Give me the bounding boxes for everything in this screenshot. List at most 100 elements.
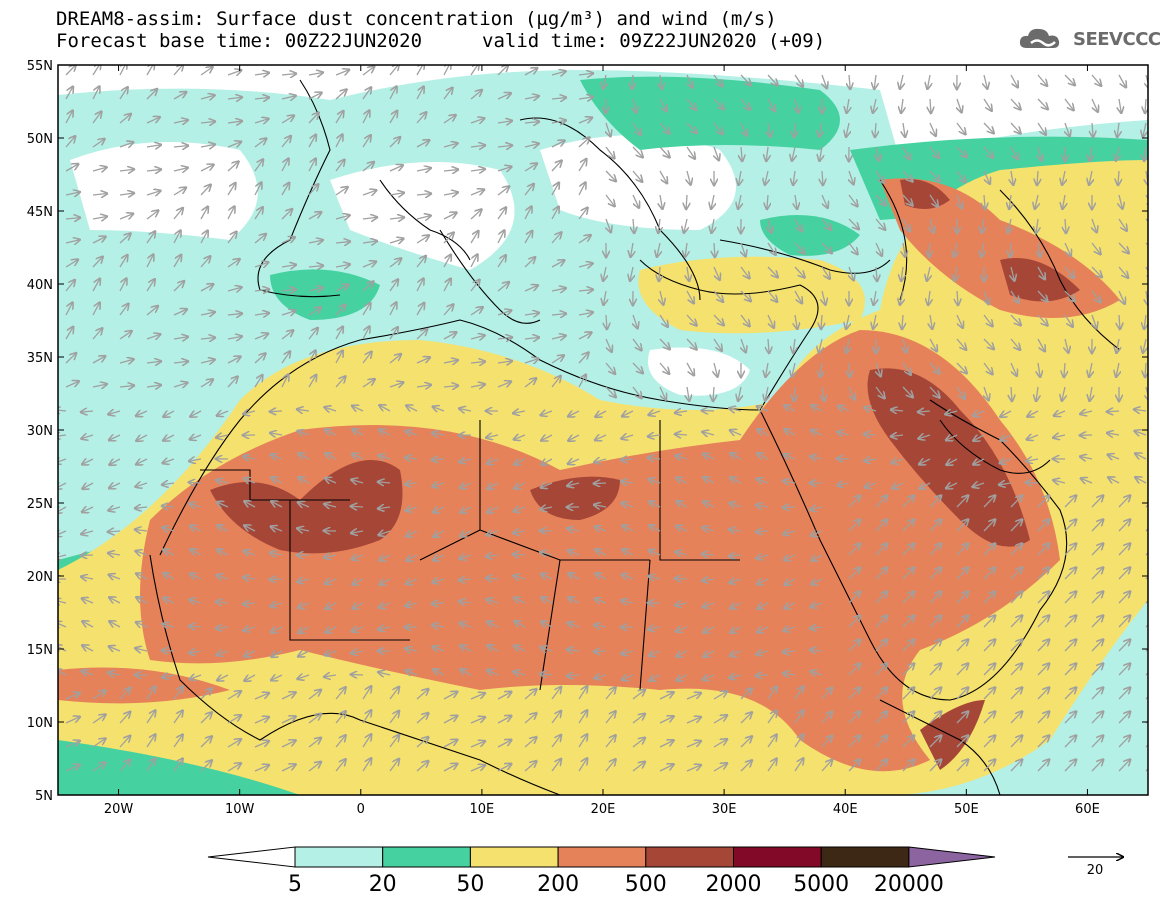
wind-arrow xyxy=(703,527,715,531)
wind-arrow xyxy=(901,266,903,281)
wind-arrow xyxy=(741,242,746,256)
wind-arrow xyxy=(730,503,742,507)
wind-arrow xyxy=(470,717,485,724)
wind-arrow xyxy=(389,354,401,364)
wind-arrow xyxy=(1037,98,1048,109)
wind-arrow xyxy=(1143,122,1146,137)
wind-arrow xyxy=(389,239,403,243)
valid-time: valid time: 09Z22JUN2020 (+09) xyxy=(482,30,826,52)
wind-arrow xyxy=(58,645,67,651)
wind-arrow xyxy=(686,362,694,375)
wind-arrow xyxy=(58,555,67,558)
wind-arrow xyxy=(740,713,752,724)
wind-arrow xyxy=(163,598,175,603)
wind-arrow xyxy=(714,242,715,257)
wind-arrow xyxy=(335,305,346,316)
wind-arrow xyxy=(810,627,823,629)
wind-arrow xyxy=(983,122,994,133)
wind-arrow xyxy=(605,711,615,724)
wind-arrow xyxy=(822,170,823,185)
wind-arrow xyxy=(1026,482,1039,483)
wind-arrow xyxy=(335,351,343,364)
wind-arrow xyxy=(227,287,241,291)
wind-arrow xyxy=(92,194,107,195)
wind-arrow xyxy=(119,386,134,387)
wind-arrow xyxy=(1000,411,1012,417)
wind-arrow xyxy=(1037,314,1047,325)
wind-arrow xyxy=(595,411,607,417)
wind-arrow xyxy=(281,351,290,364)
wind-arrow xyxy=(189,459,202,461)
wind-arrow xyxy=(686,146,695,159)
wind-arrow xyxy=(676,627,688,631)
wind-arrow xyxy=(65,136,75,148)
wind-arrow xyxy=(1090,386,1092,401)
wind-arrow xyxy=(524,313,539,315)
wind-arrow xyxy=(794,242,804,253)
wind-arrow xyxy=(270,411,283,412)
wind-arrow xyxy=(379,555,391,560)
wind-arrow xyxy=(919,435,931,439)
wind-arrow xyxy=(740,689,752,700)
wind-arrow xyxy=(443,255,451,268)
wind-arrow xyxy=(351,531,364,533)
wind-arrow xyxy=(756,505,769,507)
wind-arrow xyxy=(1037,640,1049,652)
wind-arrow xyxy=(146,686,155,700)
wind-arrow xyxy=(1027,411,1039,417)
wind-arrow xyxy=(659,266,660,281)
wind-arrow xyxy=(459,459,472,462)
wind-arrow xyxy=(792,146,795,161)
wind-arrow xyxy=(227,314,242,315)
wind-arrow xyxy=(1064,640,1076,652)
wind-arrow xyxy=(1145,362,1146,377)
wind-arrow xyxy=(768,338,769,353)
wind-arrow xyxy=(514,483,526,489)
wind-arrow xyxy=(308,93,322,100)
wind-arrow xyxy=(675,434,688,435)
wind-arrow xyxy=(1107,433,1120,435)
wind-arrow xyxy=(1145,98,1146,113)
wind-arrow xyxy=(243,411,256,414)
wind-arrow xyxy=(514,435,526,439)
wind-arrow xyxy=(335,687,346,700)
wind-arrow xyxy=(136,435,148,441)
wind-arrow xyxy=(470,118,484,123)
wind-arrow xyxy=(659,338,670,349)
wind-arrow xyxy=(622,435,634,439)
wind-arrow xyxy=(243,603,256,604)
wind-arrow xyxy=(765,386,768,401)
wind-arrow xyxy=(1119,314,1120,329)
wind-arrow xyxy=(1064,664,1076,676)
wind-arrow xyxy=(470,384,485,387)
wind-arrow xyxy=(794,710,803,724)
wind-arrow xyxy=(973,483,985,487)
wind-arrow xyxy=(146,361,161,363)
wind-arrow xyxy=(551,376,561,388)
wind-arrow xyxy=(595,435,607,440)
logo-text: SEEVCCC xyxy=(1073,28,1161,50)
wind-arrow xyxy=(713,290,723,302)
wind-arrow xyxy=(649,675,661,681)
wind-arrow xyxy=(405,457,418,459)
wind-arrow xyxy=(713,74,722,86)
wind-arrow xyxy=(767,290,777,302)
wind-arrow xyxy=(903,338,906,353)
wind-arrow xyxy=(865,408,877,411)
wind-arrow xyxy=(675,603,688,605)
wind-arrow xyxy=(189,651,202,653)
wind-arrow xyxy=(1064,290,1075,301)
wind-arrow xyxy=(551,288,566,291)
wind-arrow xyxy=(163,459,175,463)
wind-arrow xyxy=(848,544,860,556)
wind-arrow xyxy=(379,603,391,608)
wind-arrow xyxy=(65,327,73,340)
wind-arrow xyxy=(875,496,887,508)
wind-arrow xyxy=(1065,218,1066,233)
wind-arrow xyxy=(919,483,931,489)
wind-arrow xyxy=(811,603,823,607)
lat-label: 45N xyxy=(27,205,53,220)
wind-arrow xyxy=(92,691,105,700)
wind-arrow xyxy=(163,411,175,417)
wind-arrow xyxy=(794,290,802,303)
